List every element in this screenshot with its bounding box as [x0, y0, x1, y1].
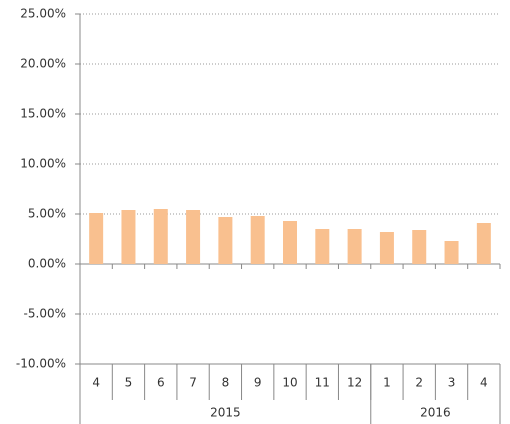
- bar: [315, 229, 330, 264]
- x-tick-label: 3: [448, 376, 456, 390]
- x-tick-label: 4: [92, 376, 100, 390]
- bar: [250, 216, 265, 264]
- y-tick-label: -10.00%: [16, 357, 66, 371]
- bar: [379, 232, 394, 264]
- bar: [283, 221, 297, 264]
- bar: [476, 223, 491, 264]
- bar: [89, 213, 104, 264]
- y-tick-label: -5.00%: [24, 307, 66, 321]
- x-tick-label: 8: [222, 376, 230, 390]
- bar: [218, 217, 233, 264]
- x-tick-label: 12: [347, 376, 362, 390]
- x-tick-label: 11: [315, 376, 330, 390]
- bar: [347, 229, 362, 264]
- x-tick-label: 2: [415, 376, 423, 390]
- x-tick-label: 6: [157, 376, 165, 390]
- x-tick-label: 7: [189, 376, 197, 390]
- bar: [121, 210, 136, 264]
- bar: [153, 209, 168, 264]
- x-tick-label: 4: [480, 376, 488, 390]
- x-tick-label: 5: [125, 376, 133, 390]
- x-group-label: 2016: [420, 406, 451, 420]
- x-tick-label: 1: [383, 376, 391, 390]
- x-tick-label: 9: [254, 376, 262, 390]
- bar: [186, 210, 201, 264]
- y-tick-label: 0.00%: [28, 257, 66, 271]
- x-tick-label: 10: [282, 376, 297, 390]
- bar: [444, 241, 459, 264]
- y-tick-label: 20.00%: [20, 57, 66, 71]
- y-tick-label: 15.00%: [20, 107, 66, 121]
- bar: [412, 230, 427, 264]
- y-tick-label: 10.00%: [20, 157, 66, 171]
- y-tick-label: 25.00%: [20, 7, 66, 21]
- y-tick-label: 5.00%: [28, 207, 66, 221]
- x-group-label: 2015: [210, 406, 241, 420]
